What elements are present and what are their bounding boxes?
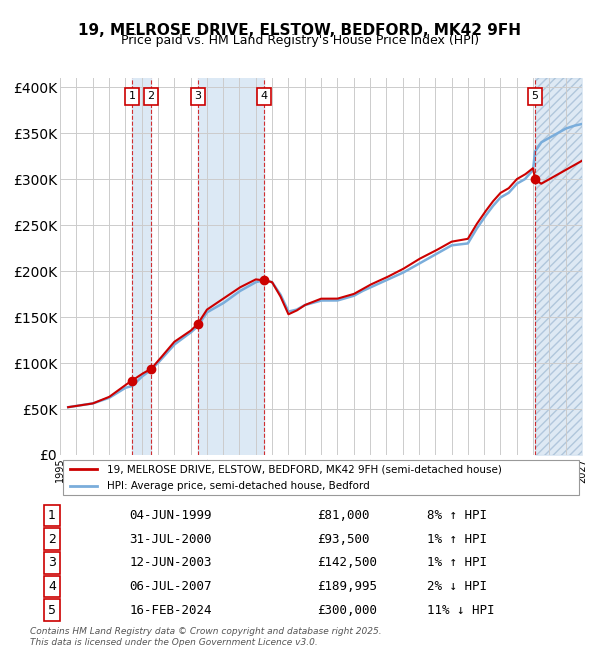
Text: 3: 3 <box>194 92 201 101</box>
Text: £93,500: £93,500 <box>317 533 370 546</box>
Text: HPI: Average price, semi-detached house, Bedford: HPI: Average price, semi-detached house,… <box>107 482 370 491</box>
Text: 16-FEB-2024: 16-FEB-2024 <box>130 604 212 617</box>
FancyBboxPatch shape <box>62 460 580 495</box>
Bar <box>197 78 264 455</box>
Bar <box>535 78 582 455</box>
Text: 5: 5 <box>532 92 539 101</box>
Text: Contains HM Land Registry data © Crown copyright and database right 2025.
This d: Contains HM Land Registry data © Crown c… <box>30 627 382 647</box>
Text: 3: 3 <box>48 556 56 569</box>
Text: 11% ↓ HPI: 11% ↓ HPI <box>427 604 495 617</box>
Text: 4: 4 <box>48 580 56 593</box>
Text: 1% ↑ HPI: 1% ↑ HPI <box>427 533 487 546</box>
Bar <box>535 78 582 455</box>
Text: Price paid vs. HM Land Registry's House Price Index (HPI): Price paid vs. HM Land Registry's House … <box>121 34 479 47</box>
Text: 1: 1 <box>48 509 56 522</box>
Text: 2: 2 <box>148 92 155 101</box>
Text: 1: 1 <box>128 92 136 101</box>
Text: £81,000: £81,000 <box>317 509 370 522</box>
Text: 19, MELROSE DRIVE, ELSTOW, BEDFORD, MK42 9FH (semi-detached house): 19, MELROSE DRIVE, ELSTOW, BEDFORD, MK42… <box>107 464 502 474</box>
Text: 4: 4 <box>260 92 268 101</box>
Text: £300,000: £300,000 <box>317 604 377 617</box>
Text: 04-JUN-1999: 04-JUN-1999 <box>130 509 212 522</box>
Text: £142,500: £142,500 <box>317 556 377 569</box>
Text: £189,995: £189,995 <box>317 580 377 593</box>
Text: 5: 5 <box>48 604 56 617</box>
Text: 12-JUN-2003: 12-JUN-2003 <box>130 556 212 569</box>
Text: 31-JUL-2000: 31-JUL-2000 <box>130 533 212 546</box>
Text: 8% ↑ HPI: 8% ↑ HPI <box>427 509 487 522</box>
Text: 19, MELROSE DRIVE, ELSTOW, BEDFORD, MK42 9FH: 19, MELROSE DRIVE, ELSTOW, BEDFORD, MK42… <box>79 23 521 38</box>
Text: 06-JUL-2007: 06-JUL-2007 <box>130 580 212 593</box>
Bar <box>132 78 151 455</box>
Text: 1% ↑ HPI: 1% ↑ HPI <box>427 556 487 569</box>
Text: 2: 2 <box>48 533 56 546</box>
Text: 2% ↓ HPI: 2% ↓ HPI <box>427 580 487 593</box>
